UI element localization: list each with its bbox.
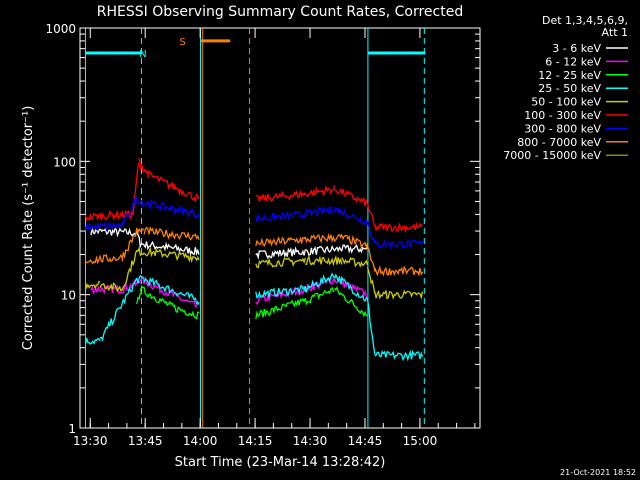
flag-label-s: S	[179, 37, 185, 48]
y-tick-label-0: 1	[68, 422, 76, 436]
x-tick-label-3: 14:15	[238, 434, 273, 448]
legend-label-8: 7000 - 15000 keV	[503, 149, 601, 162]
legend-label-1: 6 - 12 keV	[545, 55, 601, 68]
axes: 13:30 13:45 14:00 14:15 14:30 14:45 15:00 1 10 10…	[45, 22, 480, 448]
x-tick-label-4: 14:30	[293, 434, 328, 448]
x-axis-label: Start Time (23-Mar-14 13:28:42)	[175, 455, 386, 470]
x-tick-label-2: 14:00	[183, 434, 218, 448]
y-tick-label-3: 1000	[45, 22, 76, 36]
y-axis-label: Corrected Count Rate (s⁻¹ detector⁻¹)	[21, 106, 36, 351]
time-markers	[84, 28, 425, 428]
legend-header-0: Det 1,3,4,5,6,9,	[542, 14, 628, 27]
annotation-layer: NS	[85, 37, 426, 60]
x-tick-label-6: 15:00	[403, 434, 438, 448]
series-line-0	[90, 227, 369, 260]
series-line-5	[84, 157, 424, 234]
chart-title: RHESSI Observing Summary Count Rates, Co…	[97, 4, 463, 20]
legend-label-6: 300 - 800 keV	[524, 122, 601, 135]
legend-header-1: Att 1	[602, 26, 628, 39]
flag-label-n: N	[139, 49, 146, 60]
x-tick-label-1: 13:45	[128, 434, 163, 448]
plot-area-frame	[79, 27, 481, 429]
legend-label-0: 3 - 6 keV	[552, 42, 601, 55]
series-line-6	[84, 196, 424, 250]
series-line-7	[85, 226, 424, 277]
series-line-3	[84, 272, 424, 362]
x-tick-label-5: 14:45	[348, 434, 383, 448]
y-tick-label-1: 10	[61, 289, 76, 303]
footer-timestamp: 21-Oct-2021 18:52	[560, 468, 636, 477]
legend-label-5: 100 - 300 keV	[524, 109, 601, 122]
series-layer	[84, 157, 424, 362]
y-tick-label-2: 100	[53, 155, 76, 169]
legend-label-7: 800 - 7000 keV	[517, 136, 601, 149]
legend-label-2: 12 - 25 keV	[538, 69, 601, 82]
series-line-4	[84, 245, 424, 300]
legend-label-4: 50 - 100 keV	[531, 96, 601, 109]
x-tick-label-0: 13:30	[73, 434, 108, 448]
legend-label-3: 25 - 50 keV	[538, 82, 601, 95]
series-line-2	[136, 284, 368, 320]
